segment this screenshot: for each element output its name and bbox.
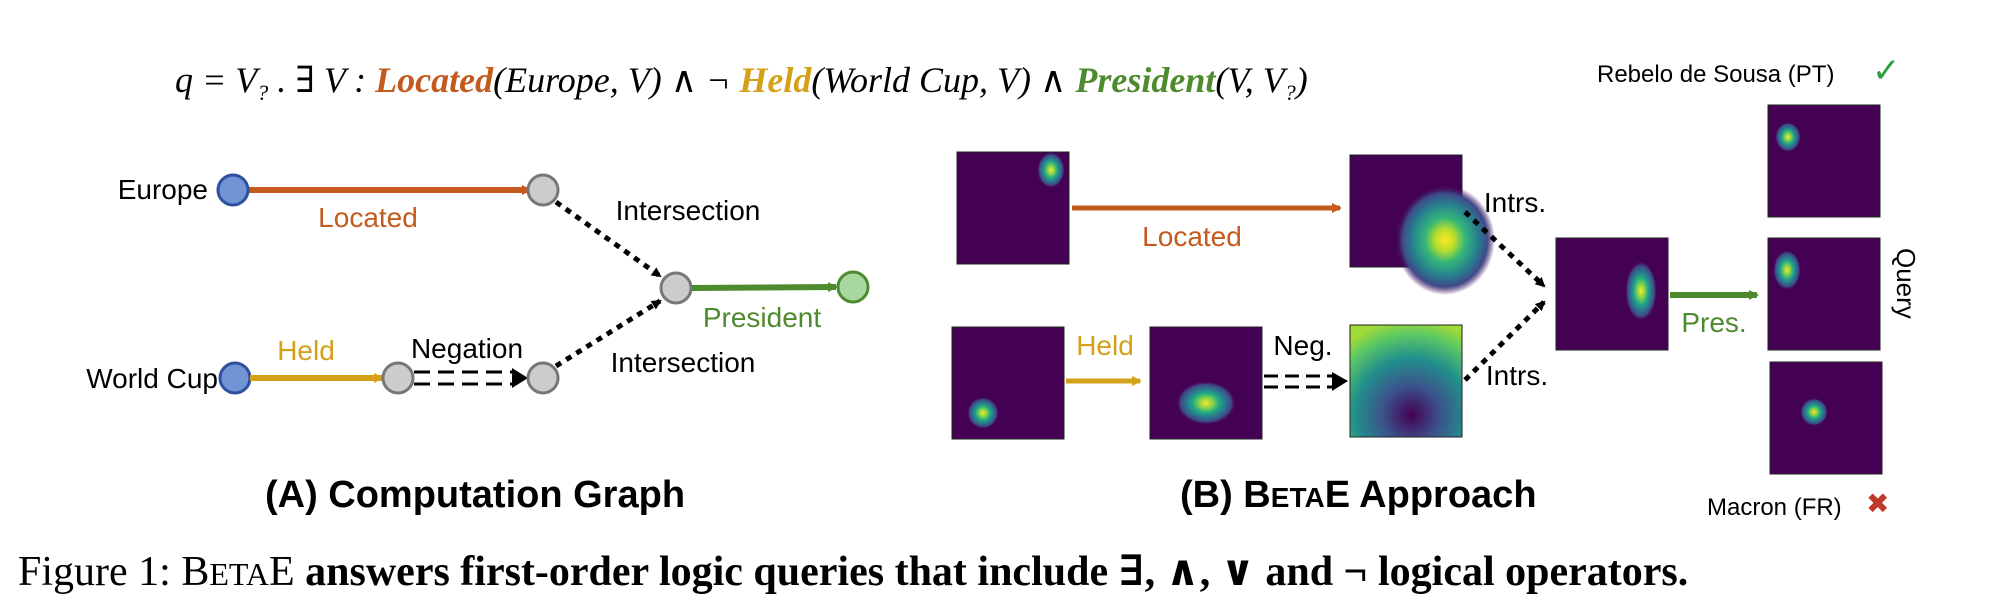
query-args-3-sub: ? [1285,80,1296,105]
query-rel-president: President [1074,60,1216,100]
embedding-held [1149,326,1263,440]
query-rel-located: Located [374,60,494,100]
caption-label-small: ETA [209,556,269,592]
node-europe [216,173,250,207]
embedding-answer-top [1767,104,1881,218]
b-edge-neg-arrowhead [1332,372,1348,391]
query-args-3-end: ) [1294,60,1308,100]
edge-held-label: Held [277,335,335,366]
query-exists: . ∃ V : [268,60,375,100]
edge-located-label: Located [318,202,418,233]
query-args-2: (World Cup, V) ∧ [811,60,1075,100]
b-edge-located-label: Located [1142,221,1242,252]
b-op-neg-label: Neg. [1273,330,1332,361]
b-edge-held-label: Held [1076,330,1134,361]
node-negation-target [526,361,560,395]
query-args-3: (V, V [1215,60,1288,100]
panel-b: Located Held Neg. Intrs. [951,52,1921,521]
b-edge-pres-label: Pres. [1681,307,1746,338]
node-held-target [381,361,415,395]
query-lhs-sub: ? [257,80,268,105]
node-located-target [526,173,560,207]
embedding-europe [956,151,1070,265]
node-worldcup-label: World Cup [86,363,218,394]
panel-b-title: (B) BETAE Approach [1180,474,1537,516]
edge-negation-arrowhead [512,368,528,388]
op-negation-label: Negation [411,333,523,364]
answer-bottom-label: Macron (FR) [1707,494,1842,521]
node-answer [836,270,870,304]
b-op-intrs-top-label: Intrs. [1484,187,1546,218]
cross-icon: ✖ [1866,488,1889,519]
edge-intersection-bottom [554,298,662,369]
embedding-answer-bottom [1769,361,1883,475]
edge-intersection-top [554,199,662,279]
node-europe-label: Europe [118,174,208,205]
op-intersection-top-label: Intersection [616,195,761,226]
embedding-located [1349,154,1495,295]
op-intersection-bottom-label: Intersection [611,347,756,378]
embedding-query [1767,237,1881,351]
query-rel-held: Held [738,60,812,100]
query-lhs: q = V [175,60,261,100]
b-op-intrs-bottom-label: Intrs. [1486,360,1548,391]
query-args-1: (Europe, V) ∧ ¬ [493,60,739,100]
embedding-intersection [1555,237,1669,351]
figure-caption: Figure 1: BETAE answers first-order logi… [18,549,1688,595]
edge-president-label: President [703,302,822,333]
edge-president [691,282,838,293]
answer-top-label: Rebelo de Sousa (PT) [1597,61,1834,88]
check-icon: ✓ [1872,52,1901,90]
caption-label-end: E [269,549,305,595]
embedding-neg [1349,324,1463,438]
node-worldcup [218,361,252,395]
panel-a-title: (A) Computation Graph [265,474,685,516]
node-intersection [659,271,693,305]
panel-a: Located Europe Intersection President Wo… [86,173,870,516]
query-formula: q = V? . ∃ V : Located(Europe, V) ∧ ¬ He… [175,60,1308,105]
query-label: Query [1891,248,1921,319]
embedding-worldcup [951,326,1065,440]
caption-text: answers first-order logic queries that i… [305,549,1688,595]
caption-label: Figure 1: B [18,549,209,595]
